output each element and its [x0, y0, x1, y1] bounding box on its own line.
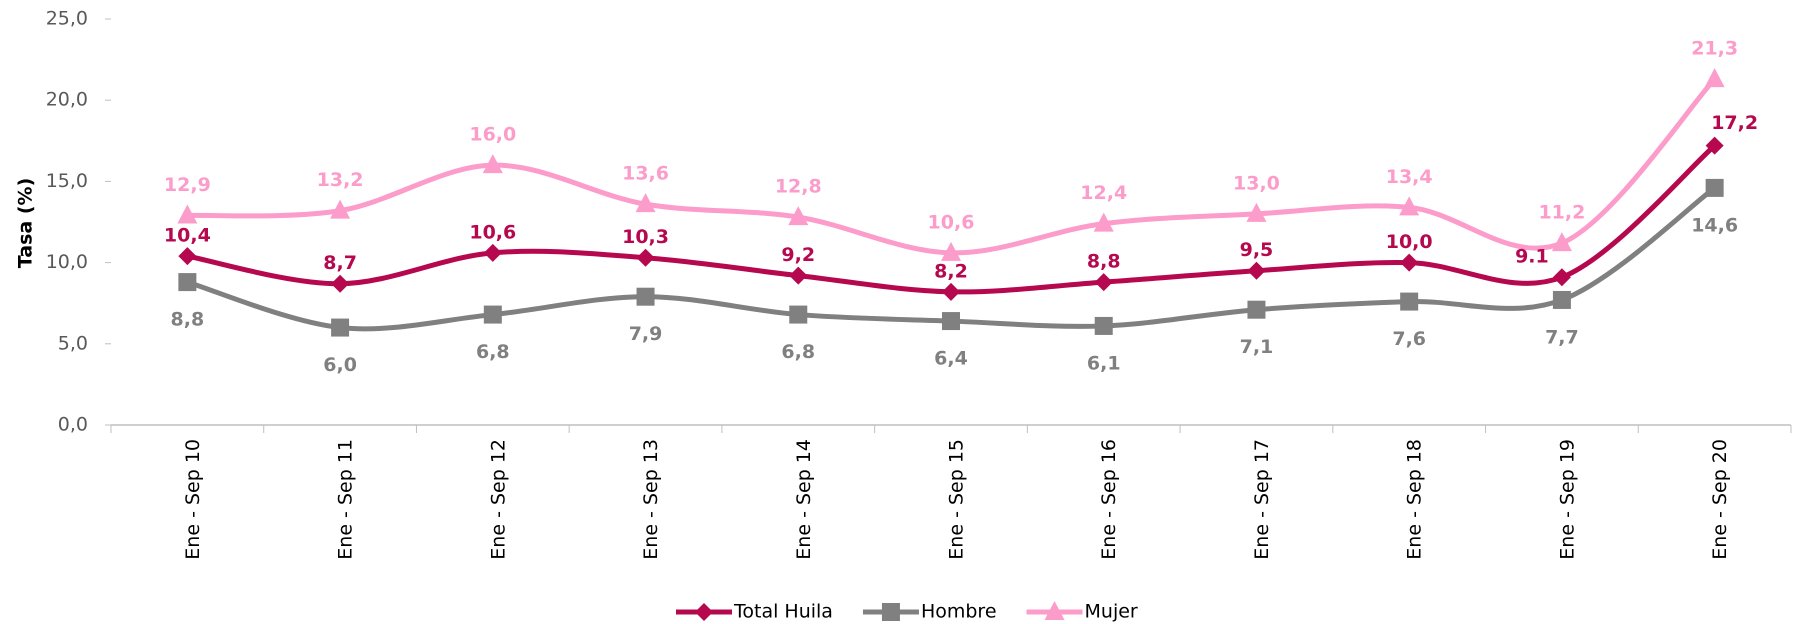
- legend-marker: [881, 603, 900, 621]
- data-label: 8,8: [1087, 251, 1121, 273]
- marker: [788, 206, 809, 226]
- marker: [178, 247, 197, 266]
- marker: [331, 318, 350, 337]
- marker: [1705, 178, 1724, 197]
- data-label: 10,3: [622, 226, 669, 248]
- data-label: 12,9: [164, 174, 211, 196]
- x-tick-label: Ene - Sep 15: [946, 439, 968, 560]
- data-label: 10,6: [928, 211, 975, 233]
- data-label: 13,6: [622, 163, 669, 185]
- x-tick-label: Ene - Sep 19: [1556, 439, 1578, 560]
- marker: [1247, 300, 1266, 319]
- legend-label: Total Huila: [733, 601, 833, 623]
- marker: [942, 312, 960, 331]
- x-tick-label: Ene - Sep 13: [640, 439, 662, 560]
- marker: [1094, 316, 1113, 335]
- marker: [330, 199, 351, 219]
- x-tick-label: Ene - Sep 14: [793, 439, 815, 560]
- marker: [1705, 136, 1724, 155]
- data-label: 6,8: [476, 341, 510, 363]
- data-label: 13,0: [1233, 172, 1280, 194]
- data-label: 8,7: [323, 252, 357, 274]
- data-label: 21,3: [1691, 38, 1738, 60]
- data-label: 7,1: [1240, 336, 1274, 358]
- marker: [1247, 261, 1266, 280]
- data-label: 8,8: [171, 309, 205, 331]
- marker: [789, 305, 808, 324]
- x-tick-label: Ene - Sep 17: [1251, 439, 1273, 560]
- y-tick-label: 25,0: [46, 8, 88, 30]
- x-tick-label: Ene - Sep 18: [1404, 439, 1426, 560]
- marker: [1551, 232, 1572, 252]
- data-label: 6,4: [934, 348, 968, 370]
- data-label: 7,9: [629, 323, 663, 345]
- data-label: 16,0: [469, 124, 516, 146]
- data-label: 14,6: [1691, 214, 1738, 236]
- y-tick-label: 0,0: [58, 414, 88, 436]
- marker: [635, 193, 656, 213]
- marker: [1552, 290, 1571, 309]
- marker: [636, 248, 655, 267]
- data-label: 7,6: [1392, 328, 1426, 350]
- marker: [178, 273, 197, 292]
- x-tick-label: Ene - Sep 20: [1709, 439, 1731, 560]
- legend-label: Mujer: [1085, 601, 1138, 623]
- data-label: 13,4: [1386, 166, 1433, 188]
- marker: [483, 243, 502, 262]
- data-label: 6,1: [1087, 352, 1121, 374]
- legend-item: Total Huila: [676, 601, 833, 623]
- marker: [942, 282, 960, 301]
- marker: [331, 274, 350, 293]
- marker: [483, 305, 502, 324]
- data-label: 8,2: [934, 260, 968, 282]
- marker: [1399, 196, 1420, 216]
- data-label: 9,2: [781, 244, 815, 266]
- data-label: 12,4: [1080, 182, 1127, 204]
- marker: [1094, 273, 1113, 292]
- marker: [1093, 212, 1114, 232]
- data-label: 11,2: [1538, 202, 1585, 224]
- marker: [1246, 202, 1267, 222]
- marker: [941, 241, 961, 261]
- data-label: 17,2: [1711, 112, 1758, 134]
- legend-label: Hombre: [921, 601, 997, 623]
- data-label: 7,7: [1545, 326, 1579, 348]
- x-tick-label: Ene - Sep 12: [487, 439, 509, 560]
- data-label: 12,8: [775, 176, 822, 198]
- data-label: 9,5: [1240, 239, 1274, 261]
- marker: [1552, 268, 1571, 287]
- x-tick-label: Ene - Sep 11: [335, 439, 357, 560]
- marker: [789, 266, 808, 285]
- data-label: 10,4: [164, 225, 211, 247]
- y-tick-label: 15,0: [46, 170, 88, 192]
- x-tick-label: Ene - Sep 16: [1098, 439, 1120, 560]
- legend-item: Mujer: [1026, 601, 1138, 623]
- data-label: 6,8: [781, 341, 815, 363]
- y-tick-label: 20,0: [46, 89, 88, 111]
- marker: [1400, 292, 1419, 311]
- series-line: [187, 77, 1717, 256]
- marker: [636, 287, 655, 306]
- legend-item: Hombre: [862, 601, 997, 623]
- data-label: 6,0: [323, 354, 357, 376]
- marker: [1400, 253, 1419, 272]
- marker: [177, 204, 198, 224]
- marker: [482, 154, 503, 174]
- data-label: 9.1: [1515, 246, 1549, 268]
- data-label: 10,0: [1386, 231, 1433, 253]
- y-axis-label: Tasa (%): [15, 178, 37, 268]
- data-label: 10,6: [469, 221, 516, 243]
- y-tick-label: 5,0: [58, 332, 88, 354]
- marker: [1704, 68, 1725, 88]
- legend-marker: [695, 603, 713, 621]
- data-label: 13,2: [317, 169, 364, 191]
- x-tick-label: Ene - Sep 10: [182, 439, 204, 560]
- legend-marker: [1044, 601, 1065, 620]
- y-tick-label: 10,0: [46, 251, 88, 273]
